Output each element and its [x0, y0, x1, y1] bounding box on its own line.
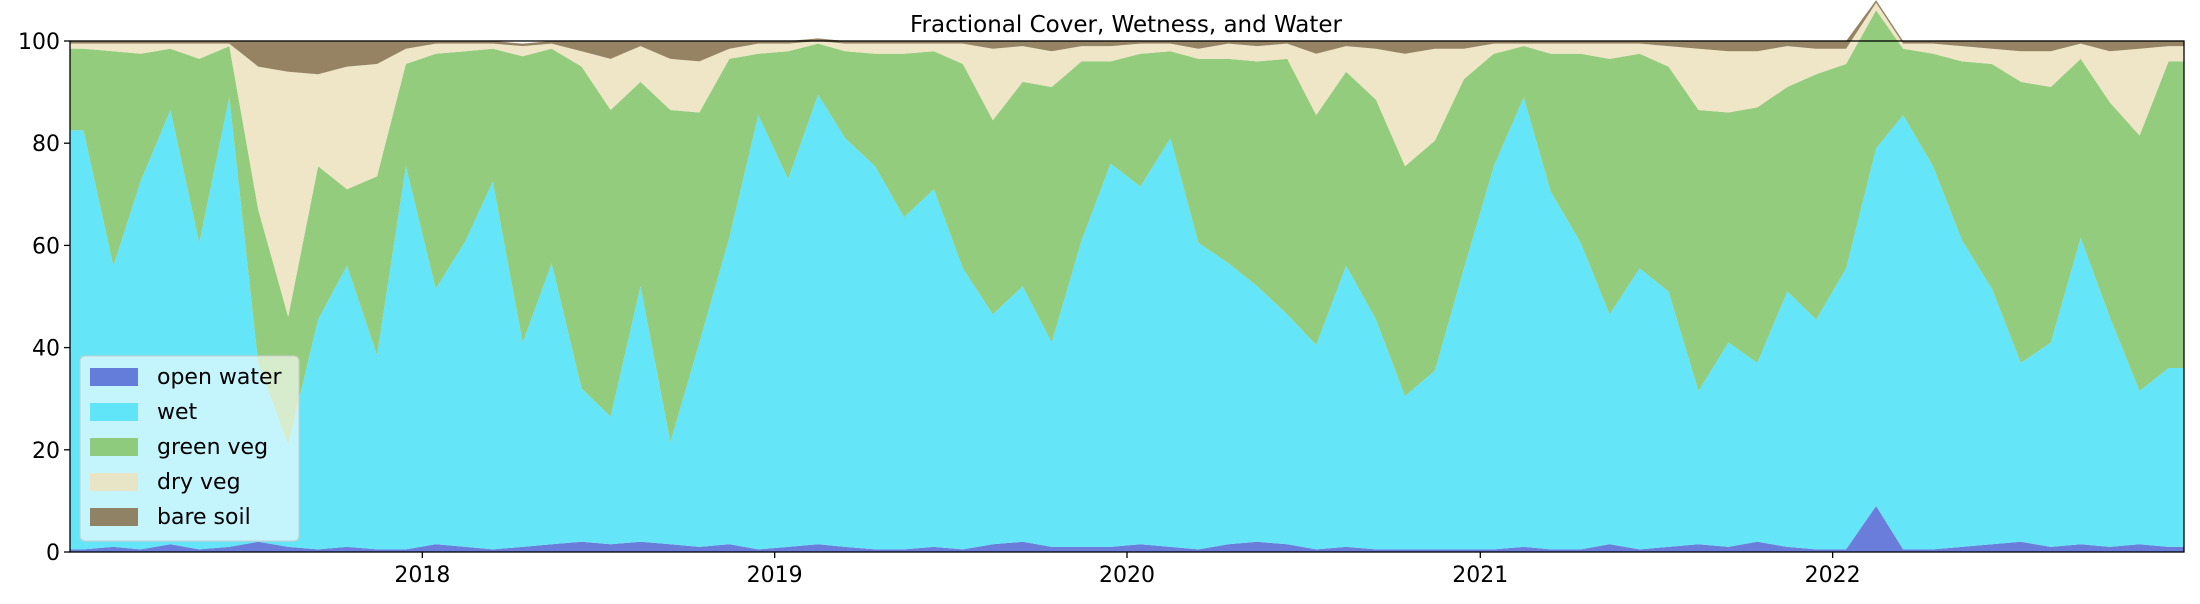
- legend-swatch: [90, 403, 138, 421]
- y-tick-label: 0: [46, 541, 60, 566]
- y-tick-label: 80: [32, 132, 60, 157]
- series-area-bare-soil: [70, 0, 2184, 75]
- legend-swatch: [90, 508, 138, 526]
- x-axis: 2018 2019 2020 2021 2022: [394, 552, 1861, 588]
- legend-label: open water: [157, 365, 283, 390]
- legend-swatch: [90, 438, 138, 456]
- x-tick-label: 2022: [1805, 563, 1861, 588]
- legend-label: green veg: [157, 435, 268, 460]
- series-area-green-veg: [70, 10, 2184, 445]
- legend-swatch: [90, 368, 138, 386]
- chart-title: Fractional Cover, Wetness, and Water: [910, 12, 1343, 38]
- x-tick-label: 2020: [1099, 563, 1155, 588]
- legend-swatch: [90, 473, 138, 491]
- y-axis: 0 20 40 60 80 100: [18, 30, 70, 566]
- legend-box: [79, 355, 300, 542]
- legend-label: dry veg: [157, 470, 241, 495]
- y-tick-label: 20: [32, 439, 60, 464]
- x-tick-label: 2019: [747, 563, 803, 588]
- legend: open water wet green veg dry veg bare soil: [79, 355, 300, 542]
- plot-area: [70, 0, 2184, 552]
- y-tick-label: 40: [32, 337, 60, 362]
- y-tick-label: 100: [18, 30, 60, 55]
- legend-label: bare soil: [157, 505, 251, 530]
- legend-label: wet: [157, 400, 198, 425]
- series-area-wet: [70, 94, 2184, 550]
- y-tick-label: 60: [32, 234, 60, 259]
- x-tick-label: 2018: [394, 563, 450, 588]
- series-area-dry-veg: [70, 2, 2184, 317]
- series-area-open-water: [70, 506, 2184, 552]
- x-tick-label: 2021: [1452, 563, 1508, 588]
